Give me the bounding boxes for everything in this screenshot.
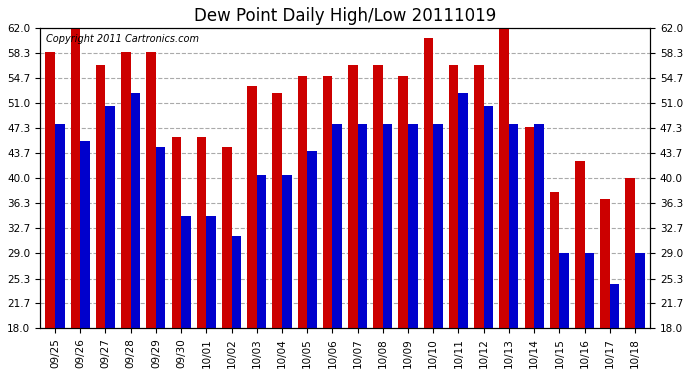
Bar	[80, 141, 90, 328]
Bar	[348, 66, 357, 328]
Bar	[323, 76, 333, 328]
Bar	[156, 147, 166, 328]
Bar	[232, 236, 241, 328]
Bar	[206, 216, 216, 328]
Bar	[146, 52, 156, 328]
Bar	[333, 123, 342, 328]
Bar	[172, 137, 181, 328]
Bar	[433, 123, 443, 328]
Bar	[247, 86, 257, 328]
Bar	[282, 175, 292, 328]
Bar	[600, 199, 610, 328]
Bar	[55, 123, 65, 328]
Bar	[610, 284, 620, 328]
Bar	[635, 254, 644, 328]
Bar	[474, 66, 484, 328]
Bar	[383, 123, 393, 328]
Bar	[424, 38, 433, 328]
Bar	[46, 52, 55, 328]
Bar	[534, 123, 544, 328]
Bar	[307, 151, 317, 328]
Bar	[449, 66, 458, 328]
Bar	[500, 28, 509, 328]
Title: Dew Point Daily High/Low 20111019: Dew Point Daily High/Low 20111019	[194, 7, 496, 25]
Bar	[357, 123, 367, 328]
Text: Copyright 2011 Cartronics.com: Copyright 2011 Cartronics.com	[46, 34, 199, 44]
Bar	[398, 76, 408, 328]
Bar	[70, 28, 80, 328]
Bar	[106, 106, 115, 328]
Bar	[181, 216, 190, 328]
Bar	[297, 76, 307, 328]
Bar	[509, 123, 518, 328]
Bar	[584, 254, 594, 328]
Bar	[273, 93, 282, 328]
Bar	[524, 127, 534, 328]
Bar	[373, 66, 383, 328]
Bar	[197, 137, 206, 328]
Bar	[96, 66, 106, 328]
Bar	[575, 161, 584, 328]
Bar	[484, 106, 493, 328]
Bar	[408, 123, 417, 328]
Bar	[121, 52, 130, 328]
Bar	[130, 93, 140, 328]
Bar	[560, 254, 569, 328]
Bar	[222, 147, 232, 328]
Bar	[550, 192, 560, 328]
Bar	[625, 178, 635, 328]
Bar	[257, 175, 266, 328]
Bar	[458, 93, 468, 328]
